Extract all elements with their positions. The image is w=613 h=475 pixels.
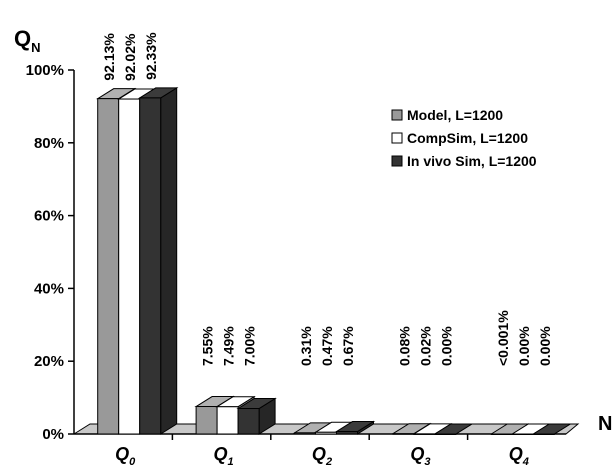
data-label: 0.67% bbox=[340, 326, 356, 366]
y-tick-label: 80% bbox=[34, 135, 64, 152]
legend-label: In vivo Sim, L=1200 bbox=[407, 153, 537, 169]
legend-swatch bbox=[391, 132, 403, 144]
data-label: 0.00% bbox=[438, 326, 454, 366]
y-axis-label-main: Q bbox=[14, 26, 31, 51]
y-tick-label: 20% bbox=[34, 353, 64, 370]
data-label: 0.00% bbox=[537, 326, 553, 366]
bar bbox=[236, 397, 277, 435]
data-label: 7.00% bbox=[242, 326, 258, 366]
chart-legend: Model, L=1200 CompSim, L=1200 In vivo Sim,… bbox=[391, 107, 537, 169]
data-label: 0.08% bbox=[396, 326, 412, 366]
x-tick-label: Q0 bbox=[115, 444, 136, 468]
y-axis-label: QN bbox=[14, 26, 41, 55]
data-label: 0.02% bbox=[417, 326, 433, 366]
data-label: 0.31% bbox=[298, 326, 314, 366]
data-label: 7.55% bbox=[200, 326, 216, 366]
x-axis-label: N bbox=[598, 413, 612, 435]
bar bbox=[433, 423, 474, 435]
data-label: 92.13% bbox=[101, 33, 117, 81]
bar bbox=[137, 87, 179, 435]
legend-item: Model, L=1200 bbox=[391, 107, 503, 123]
y-tick-label: 40% bbox=[34, 280, 64, 297]
x-tick-label: Q2 bbox=[312, 444, 332, 468]
x-tick-label: Q1 bbox=[214, 444, 234, 468]
x-tick-label: Q4 bbox=[509, 444, 529, 468]
legend-item: In vivo Sim, L=1200 bbox=[391, 153, 537, 169]
y-tick-label: 100% bbox=[26, 62, 64, 79]
chart-axes: 0% 20% 40% 60% 80% 100% Q0 Q1 Q2 Q3 Q4 bbox=[26, 62, 566, 468]
data-label: 92.02% bbox=[122, 33, 138, 81]
legend-label: Model, L=1200 bbox=[407, 107, 503, 123]
bar bbox=[531, 423, 573, 435]
data-label: 0.47% bbox=[319, 326, 335, 366]
data-label: 0.00% bbox=[516, 326, 532, 366]
chart-bars bbox=[95, 87, 573, 435]
y-tick-label: 0% bbox=[42, 426, 64, 443]
x-tick-label: Q3 bbox=[410, 444, 430, 468]
y-tick-label: 60% bbox=[34, 208, 64, 225]
y-axis-label-subscript: N bbox=[31, 40, 40, 55]
data-label: <0.001% bbox=[495, 310, 511, 366]
legend-swatch bbox=[391, 109, 403, 121]
chart-data-labels: 92.13% 92.02% 92.33% 7.55% 7.49% 7.00% 0.31% 0.… bbox=[101, 32, 553, 366]
legend-swatch bbox=[391, 155, 403, 167]
legend-item: CompSim, L=1200 bbox=[391, 130, 528, 146]
legend-label: CompSim, L=1200 bbox=[407, 130, 528, 146]
bar bbox=[334, 420, 376, 435]
data-label: 7.49% bbox=[221, 326, 237, 366]
data-label: 92.33% bbox=[143, 32, 159, 80]
